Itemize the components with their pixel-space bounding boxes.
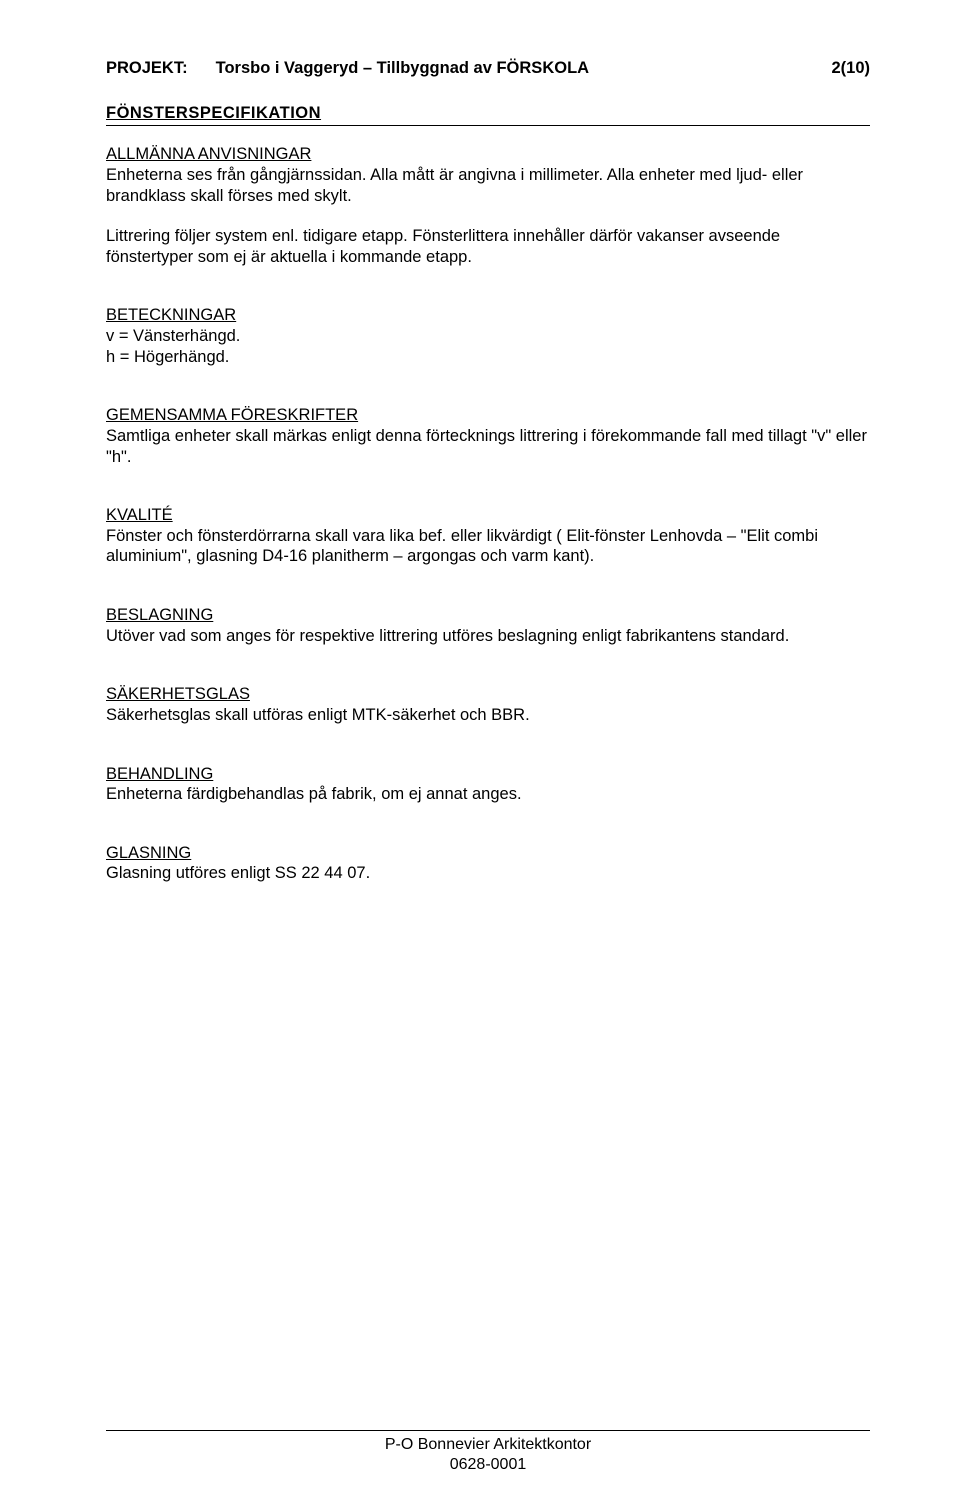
projekt-label: PROJEKT: bbox=[106, 58, 188, 79]
spec-title: FÖNSTERSPECIFIKATION bbox=[106, 103, 870, 124]
header-rule bbox=[106, 125, 870, 126]
heading-glasning: GLASNING bbox=[106, 843, 870, 864]
footer-line1: P-O Bonnevier Arkitektkontor bbox=[106, 1435, 870, 1455]
section-beteckningar: BETECKNINGAR v = Vänsterhängd. h = Höger… bbox=[106, 305, 870, 367]
body-allmanna-1: Enheterna ses från gångjärnssidan. Alla … bbox=[106, 165, 870, 206]
page-number: 2(10) bbox=[831, 58, 870, 79]
body-behandling: Enheterna färdigbehandlas på fabrik, om … bbox=[106, 784, 870, 805]
section-gemensamma: GEMENSAMMA FÖRESKRIFTER Samtliga enheter… bbox=[106, 405, 870, 467]
section-kvalite: KVALITÉ Fönster och fönsterdörrarna skal… bbox=[106, 505, 870, 567]
page-header: PROJEKT: Torsbo i Vaggeryd – Tillbyggnad… bbox=[106, 58, 870, 79]
heading-behandling: BEHANDLING bbox=[106, 764, 870, 785]
heading-allmanna: ALLMÄNNA ANVISNINGAR bbox=[106, 144, 870, 165]
body-kvalite: Fönster och fönsterdörrarna skall vara l… bbox=[106, 526, 870, 567]
footer-line2: 0628-0001 bbox=[106, 1455, 870, 1475]
heading-sakerhetsglas: SÄKERHETSGLAS bbox=[106, 684, 870, 705]
section-allmanna: ALLMÄNNA ANVISNINGAR Enheterna ses från … bbox=[106, 144, 870, 267]
section-behandling: BEHANDLING Enheterna färdigbehandlas på … bbox=[106, 764, 870, 805]
line-h: h = Högerhängd. bbox=[106, 347, 870, 368]
body-gemensamma: Samtliga enheter skall märkas enligt den… bbox=[106, 426, 870, 467]
page-footer: P-O Bonnevier Arkitektkontor 0628-0001 bbox=[106, 1430, 870, 1475]
line-v: v = Vänsterhängd. bbox=[106, 326, 870, 347]
heading-gemensamma: GEMENSAMMA FÖRESKRIFTER bbox=[106, 405, 870, 426]
body-glasning: Glasning utföres enligt SS 22 44 07. bbox=[106, 863, 870, 884]
body-beslagning: Utöver vad som anges för respektive litt… bbox=[106, 626, 870, 647]
heading-beteckningar: BETECKNINGAR bbox=[106, 305, 870, 326]
section-sakerhetsglas: SÄKERHETSGLAS Säkerhetsglas skall utföra… bbox=[106, 684, 870, 725]
section-beslagning: BESLAGNING Utöver vad som anges för resp… bbox=[106, 605, 870, 646]
projekt-title: Torsbo i Vaggeryd – Tillbyggnad av FÖRSK… bbox=[216, 58, 589, 79]
heading-beslagning: BESLAGNING bbox=[106, 605, 870, 626]
body-sakerhetsglas: Säkerhetsglas skall utföras enligt MTK-s… bbox=[106, 705, 870, 726]
heading-kvalite: KVALITÉ bbox=[106, 505, 870, 526]
body-allmanna-2: Littrering följer system enl. tidigare e… bbox=[106, 226, 870, 267]
header-left: PROJEKT: Torsbo i Vaggeryd – Tillbyggnad… bbox=[106, 58, 589, 79]
section-glasning: GLASNING Glasning utföres enligt SS 22 4… bbox=[106, 843, 870, 884]
